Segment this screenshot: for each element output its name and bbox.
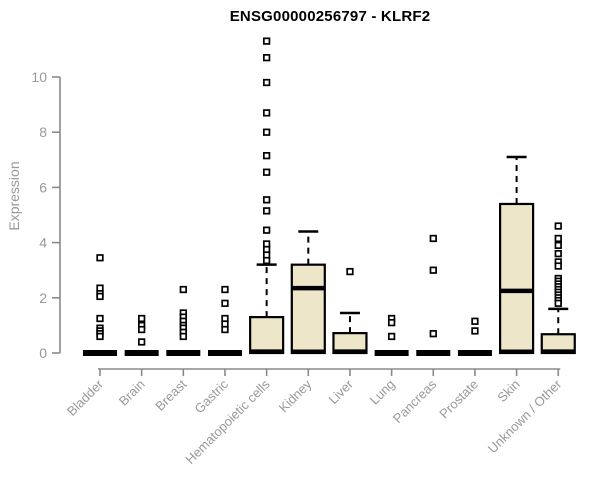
outlier-point (262, 78, 271, 87)
outlier-point (262, 196, 271, 204)
outlier-point (138, 338, 146, 346)
chart-title: ENSG00000256797 - KLRF2 (229, 8, 431, 25)
outlier-point (221, 325, 229, 334)
x-tick-label: Gastric (191, 376, 231, 416)
boxplot-box (249, 316, 285, 355)
outlier-point (346, 267, 354, 276)
x-tick-label: Lung (367, 377, 398, 408)
y-tick-label: 6 (39, 179, 47, 195)
outlier-point (262, 207, 271, 215)
outlier-point (429, 234, 437, 243)
outlier-point (262, 54, 271, 62)
x-tick-label: Pancreas (390, 376, 440, 426)
x-tick-label: Prostate (436, 377, 481, 422)
outlier-point (429, 330, 437, 338)
outlier-point (387, 318, 396, 327)
boxplot-flat-box (416, 350, 451, 356)
outlier-point (262, 226, 271, 234)
boxplot-flat-box (124, 350, 159, 356)
boxplot-flat-box (83, 350, 117, 356)
outlier-point (221, 285, 229, 294)
outlier-point (221, 299, 229, 307)
boxplot-box (499, 202, 535, 355)
y-tick-label: 0 (39, 345, 47, 361)
outlier-point (262, 37, 271, 45)
outlier-point (96, 332, 104, 341)
x-tick-label: Brain (116, 377, 148, 409)
x-tick-label: Skin (494, 377, 522, 405)
outlier-point (262, 109, 271, 117)
outlier-point (387, 332, 396, 341)
outlier-point (138, 325, 146, 334)
outlier-point (262, 168, 271, 176)
outlier-point (471, 327, 479, 335)
outlier-point (429, 266, 437, 274)
boxplot-flat-box (166, 350, 201, 356)
boxplot-flat-box (374, 350, 409, 356)
outlier-point (554, 222, 562, 230)
outlier-point (96, 254, 104, 262)
outlier-point (554, 241, 562, 250)
x-tick-label: Breast (152, 376, 189, 413)
outlier-point (179, 332, 187, 341)
y-tick-label: 2 (39, 290, 47, 306)
y-tick-label: 10 (31, 69, 47, 85)
outlier-point (138, 314, 146, 323)
x-tick-label: Kidney (276, 376, 315, 415)
outlier-point (96, 314, 104, 323)
outlier-point (96, 292, 104, 301)
x-tick-label: Unknown / Other (485, 376, 565, 456)
outlier-point (554, 249, 562, 258)
outlier-point (471, 317, 479, 325)
outlier-point (262, 128, 271, 136)
outlier-point (554, 299, 562, 307)
outlier-point (554, 234, 562, 243)
x-tick-label: Liver (326, 376, 357, 407)
boxplot-flat-box (457, 350, 492, 356)
outlier-point (262, 152, 271, 160)
y-tick-label: 8 (39, 124, 47, 140)
boxplot-box (290, 263, 326, 355)
outlier-point (554, 262, 562, 270)
outlier-point (262, 256, 271, 265)
outlier-point (179, 285, 187, 294)
boxplot-flat-box (207, 350, 242, 356)
x-tick-label: Bladder (64, 376, 107, 419)
y-tick-label: 4 (39, 235, 47, 251)
